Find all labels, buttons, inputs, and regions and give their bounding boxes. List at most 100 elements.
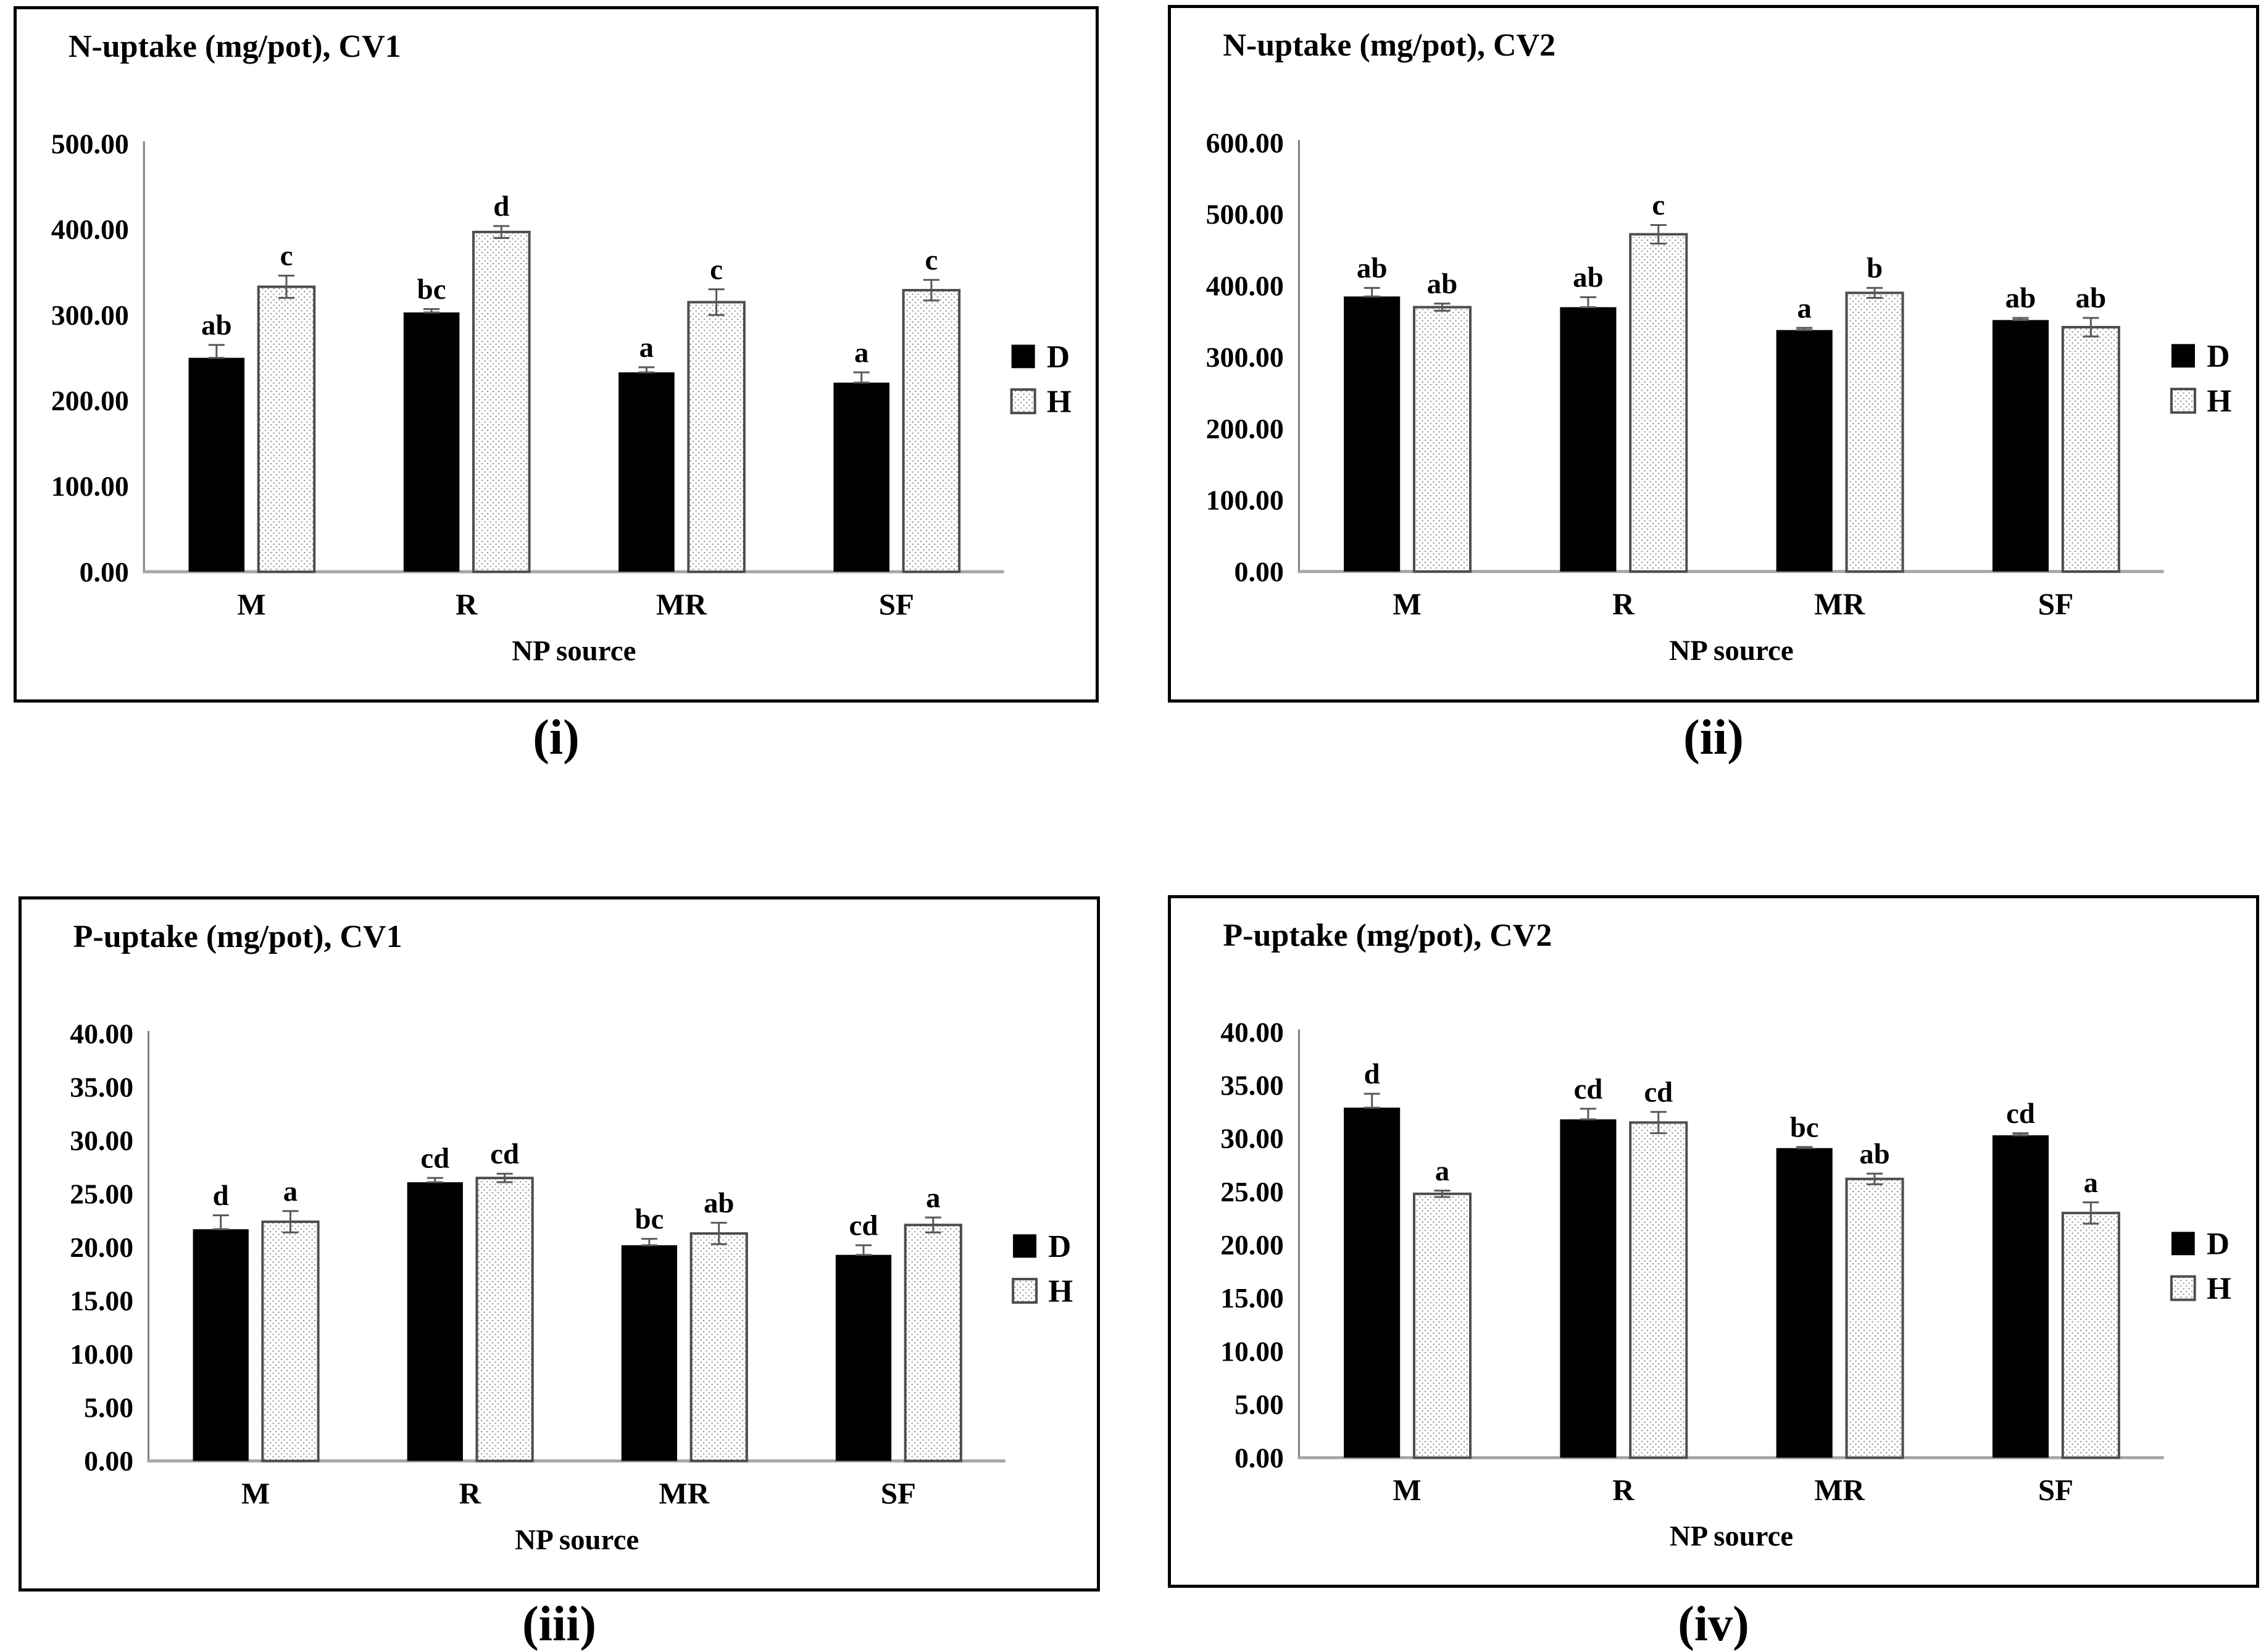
y-tick-label: 30.00 xyxy=(70,1125,133,1156)
legend-label-d: D xyxy=(1047,340,1070,375)
legend-swatch-d xyxy=(1013,1234,1037,1258)
x-tick-label-SF: SF xyxy=(2038,587,2074,621)
legend: DH xyxy=(2170,1227,2231,1306)
legend-swatch-d xyxy=(1011,344,1035,369)
panel-caption-iv: (iv) xyxy=(1678,1597,1749,1651)
error-bar-H-M xyxy=(278,275,295,299)
bar-chart-p-uptake-cv2: 0.00 5.00 10.00 15.00 20.00 25.00 30.00 35.00 40… xyxy=(1220,1016,2231,1552)
y-tick-label: 300.00 xyxy=(1206,341,1284,373)
error-bar-D-SF xyxy=(2012,317,2029,321)
chart-panel-p-uptake-cv1: P-uptake (mg/pot), CV1 0.00 5.00 10.00 15.0… xyxy=(19,896,1100,1592)
error-bar-D-M xyxy=(212,1214,229,1230)
significance-letter: a xyxy=(2084,1167,2098,1199)
significance-letter: a xyxy=(639,332,654,364)
bar-D-SF xyxy=(1992,320,2049,572)
significance-letter: ab xyxy=(1427,268,1458,300)
significance-letter: c xyxy=(710,254,723,286)
bar-D-MR xyxy=(1776,1148,1833,1458)
error-bar-H-SF xyxy=(923,278,939,302)
bar-D-R xyxy=(1560,1119,1617,1458)
y-tick-label: 5.00 xyxy=(1235,1389,1284,1420)
bar-H-SF xyxy=(2061,325,2120,573)
y-tick-label: 300.00 xyxy=(51,299,129,331)
significance-letter: c xyxy=(280,240,293,272)
x-tick-label-M: M xyxy=(1393,587,1422,621)
error-bar-H-R xyxy=(496,1172,513,1183)
x-tick-label-SF: SF xyxy=(879,587,914,621)
bar-D-SF xyxy=(1992,1135,2049,1458)
significance-letter: cd xyxy=(490,1138,519,1170)
significance-letter: cd xyxy=(420,1142,449,1174)
error-bar-H-SF xyxy=(925,1216,941,1233)
bar-H-R xyxy=(1629,1121,1688,1459)
legend-swatch-d xyxy=(2171,344,2195,368)
error-bar-H-R xyxy=(1650,223,1667,245)
y-tick-label: 0.00 xyxy=(80,556,129,588)
bar-H-M xyxy=(261,1220,320,1462)
x-tick-label-R: R xyxy=(1612,1473,1634,1507)
legend-label-h: H xyxy=(1047,385,1072,420)
error-bar-H-R xyxy=(493,225,510,240)
x-axis-title: NP source xyxy=(1669,635,1794,667)
bar-H-R xyxy=(472,230,531,574)
significance-letter: ab xyxy=(2005,282,2036,314)
legend-label-d: D xyxy=(1048,1229,1071,1264)
legend-swatch-h xyxy=(2170,388,2196,414)
y-tick-label: 15.00 xyxy=(1220,1282,1284,1314)
x-tick-label-M: M xyxy=(237,587,265,621)
y-tick-label: 15.00 xyxy=(70,1285,133,1317)
y-tick-label: 600.00 xyxy=(1206,127,1284,159)
legend: DH xyxy=(1012,1229,1073,1309)
chart-title: N-uptake (mg/pot), CV1 xyxy=(68,29,401,65)
bar-H-R xyxy=(1629,233,1688,573)
x-tick-label-R: R xyxy=(456,587,478,621)
bar-H-MR xyxy=(689,1232,748,1462)
y-tick-label: 100.00 xyxy=(51,470,129,502)
significance-letter: a xyxy=(283,1175,298,1208)
y-tick-label: 500.00 xyxy=(51,128,129,160)
bar-D-MR xyxy=(618,372,675,572)
error-bar-H-M xyxy=(1434,1190,1451,1198)
bar-D-SF xyxy=(835,1254,892,1461)
x-tick-label-MR: MR xyxy=(1814,1473,1865,1507)
y-tick-label: 100.00 xyxy=(1206,485,1284,516)
error-bar-H-MR xyxy=(708,288,725,316)
error-bar-D-SF xyxy=(853,371,870,384)
error-bar-D-MR xyxy=(1796,1146,1813,1149)
error-bar-H-MR xyxy=(710,1222,727,1245)
significance-letter: ab xyxy=(1859,1138,1889,1170)
significance-letter: cd xyxy=(1574,1073,1603,1105)
bar-D-M xyxy=(1344,296,1401,572)
chart-panel-n-uptake-cv1: N-uptake (mg/pot), CV1 0.00 100.00 200.00 3… xyxy=(14,6,1099,703)
bar-chart-p-uptake-cv1: 0.00 5.00 10.00 15.00 20.00 25.00 30.00 35.00 40… xyxy=(70,1018,1073,1556)
error-bar-H-MR xyxy=(1866,1172,1883,1185)
y-tick-label: 10.00 xyxy=(70,1338,133,1370)
bar-H-M xyxy=(1412,306,1472,573)
error-bar-D-M xyxy=(1364,286,1380,298)
y-tick-label: 10.00 xyxy=(1220,1335,1284,1367)
legend-label-h: H xyxy=(1048,1274,1073,1309)
bar-D-M xyxy=(193,1229,249,1461)
bar-H-MR xyxy=(1845,1177,1904,1459)
significance-letter: c xyxy=(1652,190,1665,222)
chart-title: N-uptake (mg/pot), CV2 xyxy=(1223,28,1556,64)
bar-D-R xyxy=(1560,307,1617,572)
legend-swatch-d xyxy=(2171,1232,2195,1256)
bar-D-M xyxy=(188,357,245,572)
y-tick-label: 400.00 xyxy=(51,214,129,245)
x-axis-title: NP source xyxy=(515,1524,639,1556)
error-bar-D-SF xyxy=(855,1244,872,1256)
y-tick-label: 35.00 xyxy=(1220,1070,1284,1101)
y-tick-label: 25.00 xyxy=(1220,1176,1284,1208)
x-tick-label-MR: MR xyxy=(656,587,707,621)
panel-caption-i: (i) xyxy=(533,711,580,765)
bar-H-SF xyxy=(904,1224,962,1462)
bar-H-MR xyxy=(687,301,746,574)
error-bar-H-R xyxy=(1650,1111,1667,1135)
error-bar-D-R xyxy=(1580,296,1597,309)
significance-letter: d xyxy=(493,190,509,222)
error-bar-D-R xyxy=(423,308,440,314)
significance-letter: ab xyxy=(1573,262,1604,294)
y-tick-label: 35.00 xyxy=(70,1072,133,1103)
